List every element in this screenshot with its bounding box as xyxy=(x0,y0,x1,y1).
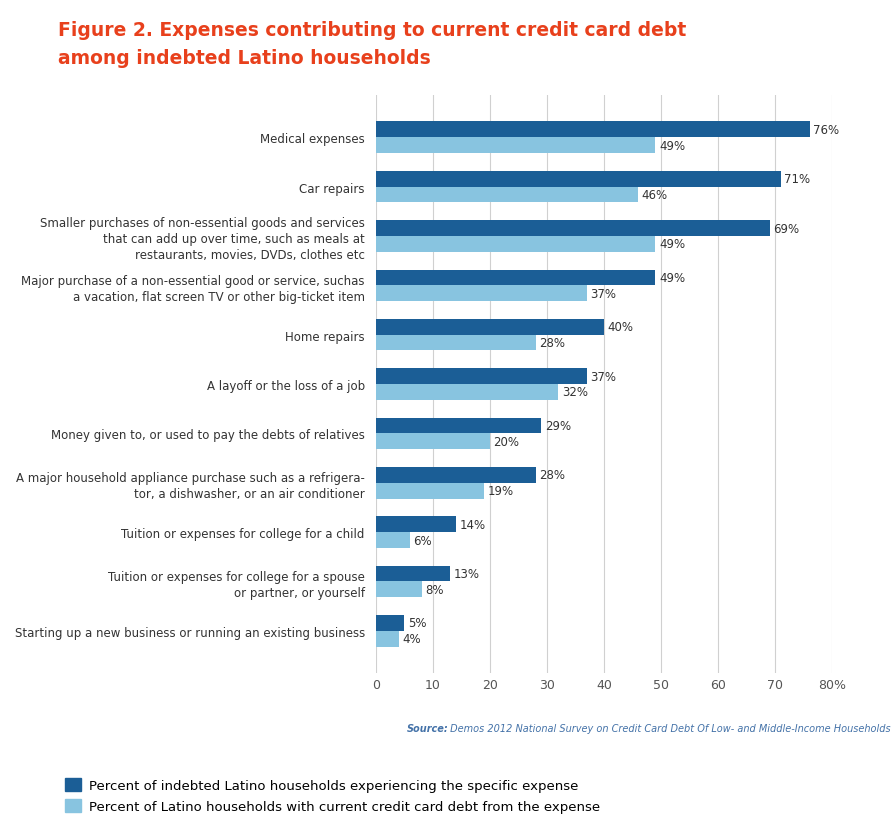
Bar xyxy=(375,171,780,187)
Bar xyxy=(375,467,535,483)
Text: 32%: 32% xyxy=(561,386,587,399)
Text: 20%: 20% xyxy=(493,436,519,448)
Text: 71%: 71% xyxy=(783,173,810,186)
Text: 5%: 5% xyxy=(408,617,426,630)
Bar xyxy=(375,187,637,203)
Bar xyxy=(375,286,586,302)
Text: 49%: 49% xyxy=(658,238,684,251)
Text: 49%: 49% xyxy=(658,140,684,152)
Text: 29%: 29% xyxy=(544,420,570,432)
Bar xyxy=(375,237,654,252)
Text: 76%: 76% xyxy=(812,124,839,136)
Text: 37%: 37% xyxy=(590,370,616,383)
Bar xyxy=(375,270,654,286)
Text: 49%: 49% xyxy=(658,272,684,284)
Text: 69%: 69% xyxy=(772,222,798,235)
Bar xyxy=(375,434,489,450)
Bar xyxy=(375,122,808,138)
Text: 4%: 4% xyxy=(401,633,420,645)
Text: 28%: 28% xyxy=(538,337,564,349)
Bar xyxy=(375,582,421,598)
Text: 19%: 19% xyxy=(487,485,513,497)
Text: 40%: 40% xyxy=(607,321,633,334)
Text: among indebted Latino households: among indebted Latino households xyxy=(58,48,430,68)
Text: 8%: 8% xyxy=(425,584,443,596)
Bar xyxy=(375,319,603,335)
Bar xyxy=(375,369,586,385)
Text: 28%: 28% xyxy=(538,469,564,482)
Bar xyxy=(375,483,484,499)
Bar xyxy=(375,631,398,647)
Text: 37%: 37% xyxy=(590,288,616,300)
Bar xyxy=(375,138,654,154)
Bar xyxy=(375,615,404,631)
Text: Source:: Source: xyxy=(407,723,449,733)
Text: 46%: 46% xyxy=(641,189,667,201)
Bar xyxy=(375,566,450,582)
Bar xyxy=(375,418,541,434)
Text: 6%: 6% xyxy=(413,534,432,547)
Legend: Percent of indebted Latino households experiencing the specific expense, Percent: Percent of indebted Latino households ex… xyxy=(64,778,599,813)
Bar xyxy=(375,517,455,533)
Bar xyxy=(375,385,558,400)
Bar xyxy=(375,335,535,351)
Text: 14%: 14% xyxy=(459,518,485,531)
Text: 13%: 13% xyxy=(453,568,479,580)
Bar xyxy=(375,221,769,237)
Bar xyxy=(375,533,409,548)
Text: Figure 2. Expenses contributing to current credit card debt: Figure 2. Expenses contributing to curre… xyxy=(58,21,686,40)
Text: Demos 2012 National Survey on Credit Card Debt Of Low- and Middle-Income Househo: Demos 2012 National Survey on Credit Car… xyxy=(446,723,890,733)
